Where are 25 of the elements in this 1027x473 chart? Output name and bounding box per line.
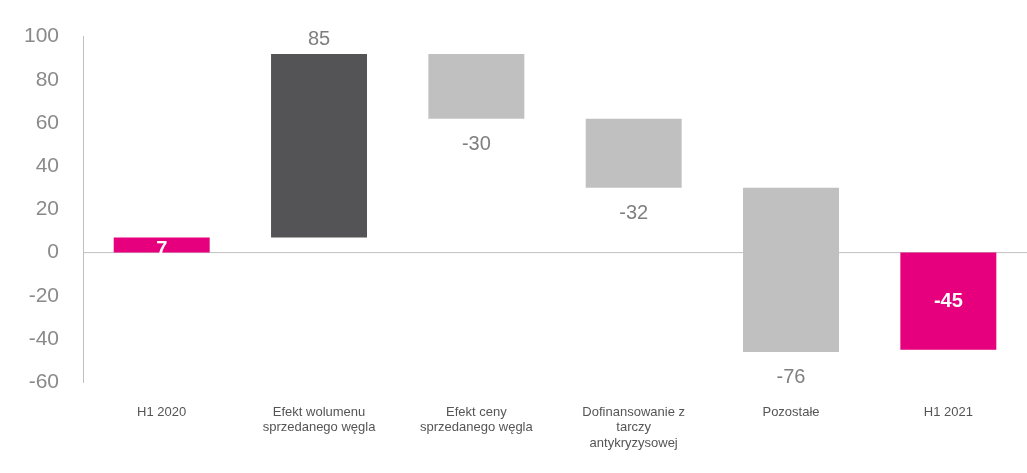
y-tick-label: 60	[35, 109, 60, 133]
bar	[271, 53, 368, 238]
x-tick-label: H1 2021	[923, 403, 973, 419]
y-tick-label: 20	[35, 196, 60, 220]
bar	[585, 118, 682, 188]
data-label: -45	[933, 288, 963, 311]
bar	[900, 252, 997, 350]
x-tick-label: Efekt ceny sprzedanego węgla	[419, 403, 534, 435]
y-tick-label: -60	[28, 369, 60, 392]
y-tick-label: 100	[23, 23, 60, 47]
x-tick-label: H1 2020	[137, 403, 187, 419]
bar	[428, 53, 525, 119]
data-label: -30	[461, 132, 491, 155]
y-tick-label: 0	[47, 239, 60, 263]
data-label: -76	[776, 365, 806, 388]
data-label: -32	[619, 201, 649, 224]
y-tick-label: -20	[28, 282, 60, 306]
y-tick-label: 80	[35, 66, 60, 90]
x-tick-label: Pozostałe	[762, 403, 820, 419]
data-label: 85	[307, 27, 331, 50]
bar	[113, 237, 210, 253]
y-tick-label: 40	[35, 153, 60, 176]
y-tick-label: -40	[28, 325, 60, 349]
x-tick-label: Dofinansowanie z tarczy antykryzysowej	[582, 403, 685, 450]
x-tick-label: Efekt wolumenu sprzedanego węgla	[262, 403, 377, 435]
